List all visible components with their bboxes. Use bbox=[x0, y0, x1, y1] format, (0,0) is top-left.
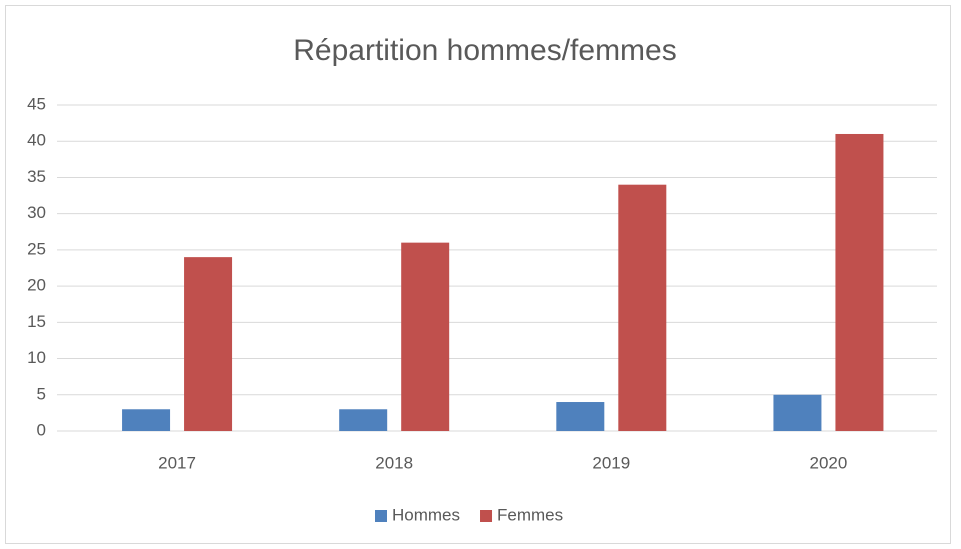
bar bbox=[401, 242, 450, 431]
legend-swatch bbox=[375, 510, 387, 522]
y-tick-label: 40 bbox=[27, 131, 46, 150]
y-tick-label: 10 bbox=[27, 348, 46, 367]
chart-frame bbox=[5, 5, 951, 544]
y-tick-label: 0 bbox=[37, 420, 46, 439]
legend-label: Femmes bbox=[497, 505, 563, 524]
bar bbox=[339, 409, 388, 431]
x-tick-label: 2018 bbox=[375, 453, 413, 472]
y-tick-label: 25 bbox=[27, 239, 46, 258]
bar bbox=[184, 257, 233, 431]
legend-label: Hommes bbox=[392, 505, 460, 524]
chart-title: Répartition hommes/femmes bbox=[293, 34, 676, 67]
bar bbox=[835, 133, 884, 431]
bar bbox=[773, 394, 822, 431]
x-tick-label: 2017 bbox=[158, 453, 196, 472]
y-tick-label: 15 bbox=[27, 312, 46, 331]
x-tick-label: 2020 bbox=[810, 453, 848, 472]
y-tick-label: 45 bbox=[27, 94, 46, 113]
bar bbox=[122, 409, 171, 431]
y-tick-label: 20 bbox=[27, 276, 46, 295]
y-tick-label: 5 bbox=[37, 384, 46, 403]
y-tick-label: 35 bbox=[27, 167, 46, 186]
legend-swatch bbox=[480, 510, 493, 522]
bar bbox=[556, 402, 605, 431]
bar bbox=[618, 184, 667, 431]
y-tick-label: 30 bbox=[27, 203, 46, 222]
x-tick-label: 2019 bbox=[592, 453, 630, 472]
